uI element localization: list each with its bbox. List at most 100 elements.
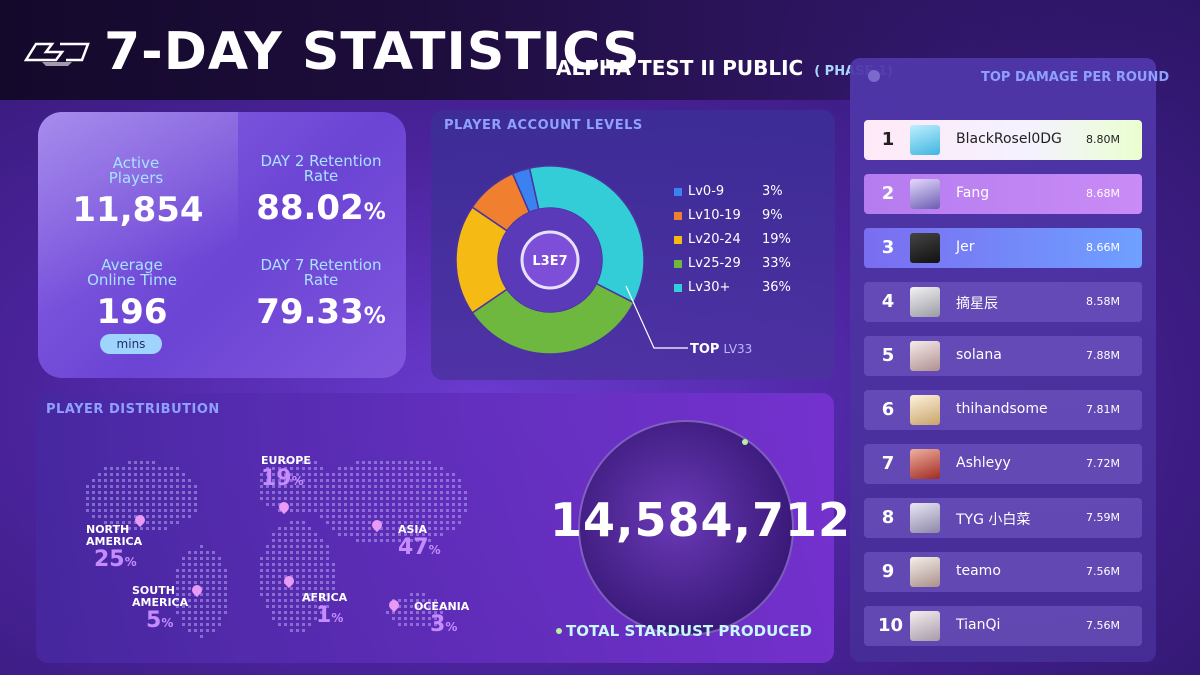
top-level-label: TOP LV33 (690, 342, 753, 357)
subtitle-text: ALPHA TEST II PUBLIC (556, 56, 804, 80)
player-avatar (910, 125, 940, 155)
page-title: 7-DAY STATISTICS (104, 22, 641, 82)
world-map (86, 461, 467, 638)
player-name: teamo (956, 563, 1001, 579)
leaderboard-row: 9 teamo 7.56M (864, 552, 1142, 592)
leaderboard-row: 10 TianQi 7.56M (864, 606, 1142, 646)
rank-number: 8 (881, 507, 895, 528)
character-art (38, 112, 238, 378)
player-avatar (910, 395, 940, 425)
player-avatar (910, 611, 940, 641)
avg-online-stat: Average Online Time 196 (86, 256, 178, 333)
legend-value: 19% (762, 232, 791, 247)
player-score: 8.66M (1086, 241, 1120, 254)
leaderboard-row: 5 solana 7.88M (864, 336, 1142, 376)
stardust-label: TOTAL STARDUST PRODUCED (566, 622, 812, 640)
player-avatar (910, 503, 940, 533)
player-distribution-title: PLAYER DISTRIBUTION (46, 402, 220, 417)
rank-number: 5 (881, 345, 895, 366)
avg-online-value: 196 (96, 292, 168, 332)
player-score: 7.59M (1086, 511, 1120, 524)
player-name: Ashleyy (956, 455, 1011, 471)
mins-badge: mins (100, 334, 162, 354)
legend-swatch (674, 260, 682, 268)
leaderboard-title: TOP DAMAGE PER ROUND (981, 70, 1170, 85)
player-name: TYG 小白菜 (956, 512, 1031, 528)
stardust-art-circle (578, 420, 794, 636)
region-south-america: SOUTH AMERICA 5% (132, 584, 189, 633)
rank-number: 2 (881, 183, 895, 204)
player-score: 8.58M (1086, 295, 1120, 308)
day7-retention-stat: DAY 7 Retention Rate 79.33% (246, 258, 396, 337)
player-avatar (910, 449, 940, 479)
account-levels-donut-chart: L3E7 (455, 165, 645, 355)
leaderboard-row: 8 TYG 小白菜 7.59M (864, 498, 1142, 538)
legend-value: 36% (762, 280, 791, 295)
rank-number: 10 (878, 615, 904, 636)
legend-label: Lv10-19 (688, 208, 741, 223)
player-score: 7.72M (1086, 457, 1120, 470)
day2-retention-stat: DAY 2 Retention Rate 88.02% (246, 154, 396, 233)
game-logo (23, 42, 90, 66)
donut-center-logo: L3E7 (532, 254, 567, 269)
player-name: solana (956, 347, 1002, 363)
player-score: 7.88M (1086, 349, 1120, 362)
active-players-label: Active Players (108, 154, 164, 187)
legend-label: Lv20-24 (688, 232, 741, 247)
player-name: TianQi (956, 617, 1001, 633)
player-avatar (910, 341, 940, 371)
active-players-value: 11,854 (72, 190, 204, 230)
top-level-callout-line (625, 285, 688, 349)
region-africa: AFRICA 1% (302, 591, 348, 628)
day2-retention-label: DAY 2 Retention Rate (260, 152, 382, 185)
legend-label: Lv25-29 (688, 256, 741, 271)
player-name: thihandsome (956, 401, 1048, 417)
leaderboard-row: 4 摘星辰 8.58M (864, 282, 1142, 322)
legend-label: Lv30+ (688, 280, 731, 295)
decor-dot (742, 439, 748, 445)
player-name: Jer (956, 239, 975, 255)
legend-swatch (674, 236, 682, 244)
legend-value: 33% (762, 256, 791, 271)
day2-retention-value: 88.02% (256, 188, 386, 228)
rank-number: 7 (881, 453, 895, 474)
player-score: 8.80M (1086, 133, 1120, 146)
region-asia: ASIA 47% (398, 523, 441, 560)
player-avatar (910, 287, 940, 317)
active-players-stat: Active Players (100, 156, 172, 186)
legend-swatch (674, 284, 682, 292)
player-score: 8.68M (1086, 187, 1120, 200)
rank-number: 4 (881, 291, 895, 312)
stats-panel: Active Players 11,854 DAY 2 Retention Ra… (38, 112, 406, 378)
region-europe: EUROPE 19% (261, 454, 311, 491)
day7-retention-value: 79.33% (256, 292, 386, 332)
stardust-bullet (556, 628, 562, 634)
player-avatar (910, 179, 940, 209)
rank-number: 9 (881, 561, 895, 582)
player-name: 摘星辰 (956, 296, 998, 312)
active-players-value-wrap: 11,854 (58, 186, 218, 230)
legend-label: Lv0-9 (688, 184, 725, 199)
rank-number: 3 (881, 237, 895, 258)
legend-swatch (674, 212, 682, 220)
player-name: BlackRosel0DG (956, 131, 1062, 147)
donut-center-badge (520, 230, 580, 290)
day7-retention-label: DAY 7 Retention Rate (260, 256, 382, 289)
avg-online-label: Average Online Time (87, 256, 177, 289)
player-avatar (910, 557, 940, 587)
world-map-dots (86, 461, 467, 638)
leaderboard-row: 7 Ashleyy 7.72M (864, 444, 1142, 484)
rank-number: 1 (881, 129, 895, 150)
page-subtitle: ALPHA TEST II PUBLIC ( PHASE 1) (556, 56, 893, 80)
player-score: 7.56M (1086, 565, 1120, 578)
legend-swatch (674, 188, 682, 196)
leaderboard-row: 6 thihandsome 7.81M (864, 390, 1142, 430)
rank-number: 6 (881, 399, 895, 420)
player-avatar (910, 233, 940, 263)
region-north-america: NORTH AMERICA 25% (86, 523, 143, 572)
player-score: 7.56M (1086, 619, 1120, 632)
legend-value: 3% (762, 184, 783, 199)
leaderboard-icon (868, 70, 880, 82)
leaderboard-row: 2 Fang 8.68M (864, 174, 1142, 214)
player-score: 7.81M (1086, 403, 1120, 416)
